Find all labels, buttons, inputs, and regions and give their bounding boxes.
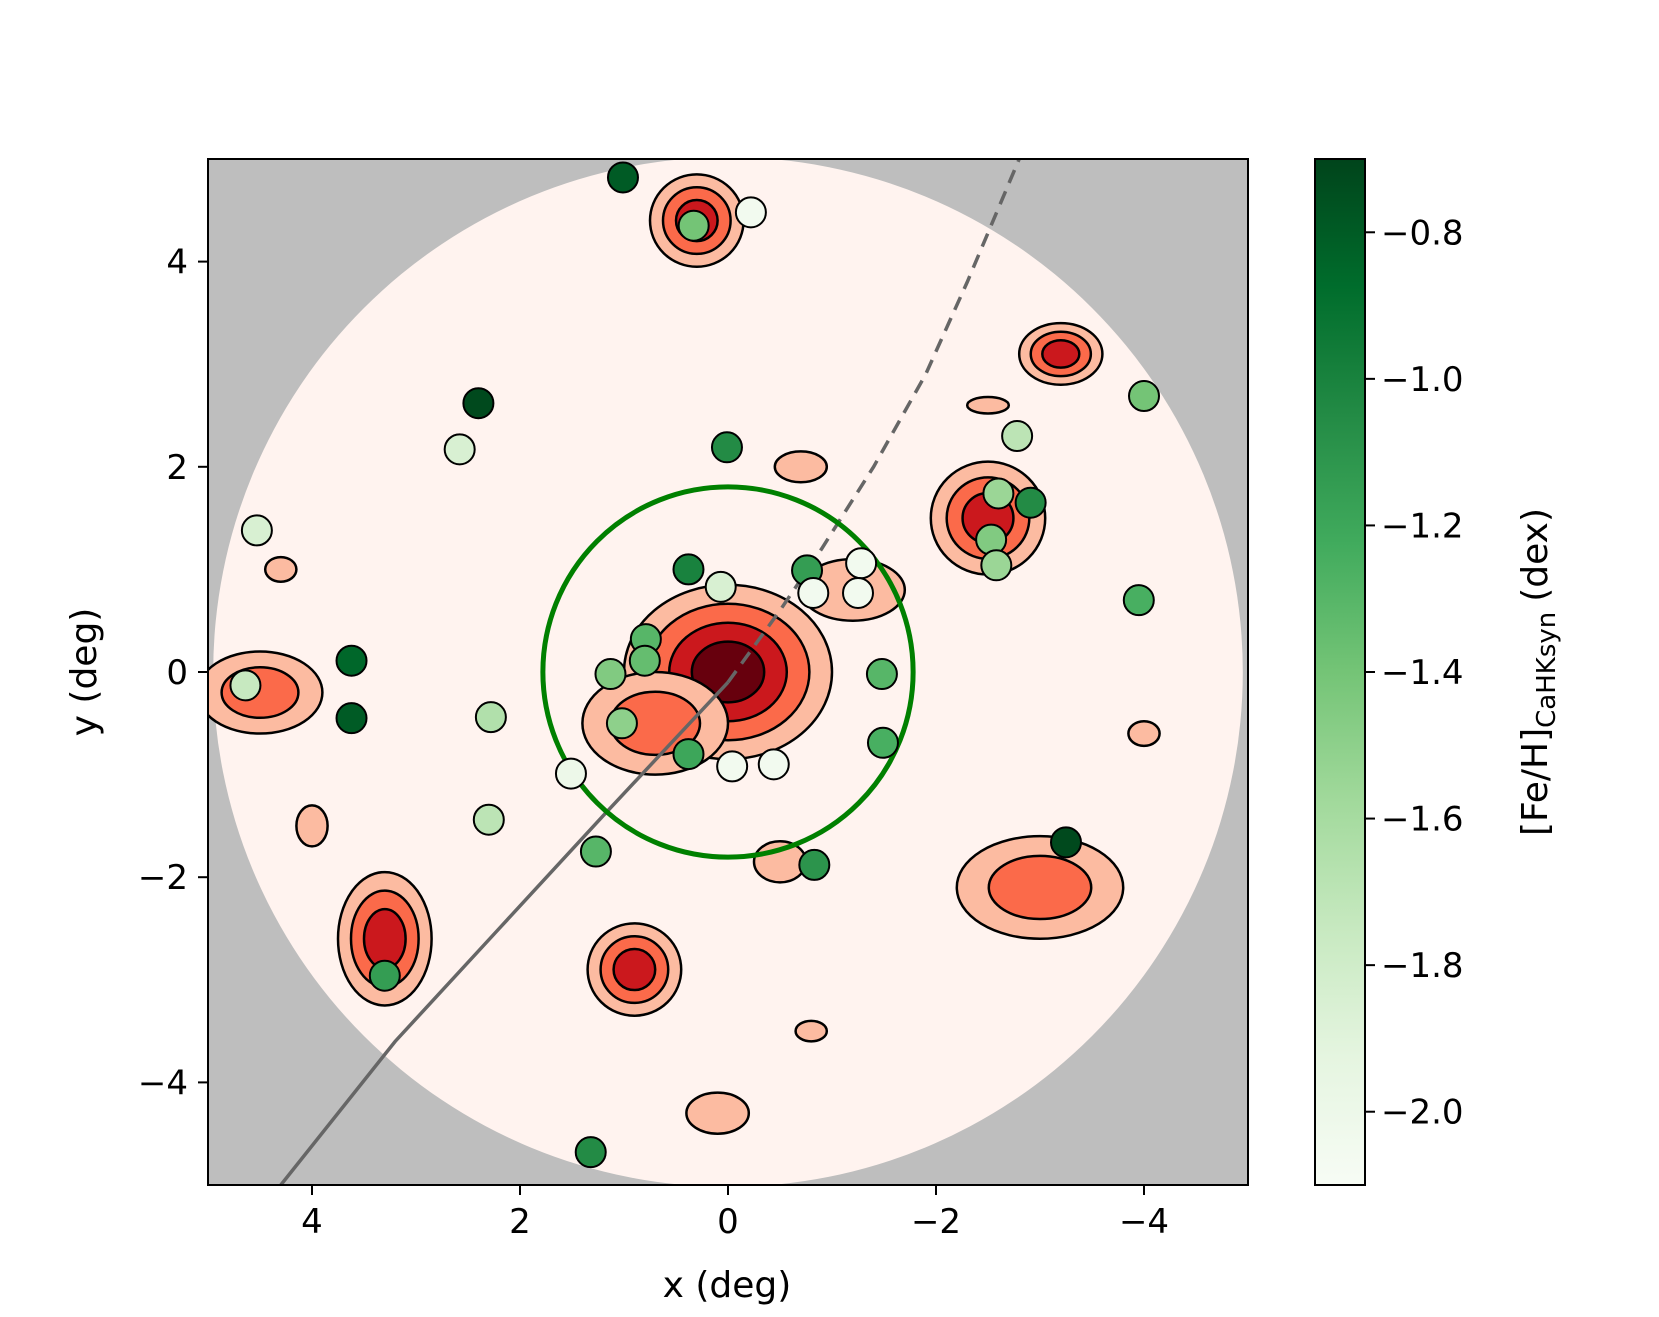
star-point bbox=[554, 757, 587, 790]
green-circle bbox=[540, 484, 916, 860]
colorbar-tick-label: −0.8 bbox=[1381, 213, 1464, 253]
density-contour bbox=[362, 907, 407, 970]
star-point bbox=[229, 669, 262, 702]
star-point bbox=[710, 431, 743, 464]
colorbar-ticks: −0.8 −1.0 −1.2 −1.4 −1.6 −1.8 −2.0 bbox=[1365, 213, 1464, 1133]
star-point bbox=[672, 738, 705, 771]
x-axis-ticks: 4 2 0 −2 −4 bbox=[301, 1185, 1169, 1242]
star-point bbox=[474, 701, 507, 734]
star-point bbox=[335, 702, 368, 735]
x-tick-label: 4 bbox=[301, 1202, 323, 1242]
star-point bbox=[579, 835, 612, 868]
star-point bbox=[677, 209, 710, 242]
density-contour bbox=[263, 555, 298, 583]
density-blob bbox=[263, 555, 298, 583]
star-point bbox=[865, 658, 898, 691]
x-tick-label: −4 bbox=[1119, 1202, 1169, 1242]
star-point bbox=[335, 644, 368, 677]
density-blob bbox=[295, 804, 329, 848]
star-point bbox=[672, 553, 705, 586]
star-point bbox=[606, 161, 639, 194]
star-point bbox=[628, 644, 661, 677]
y-tick-label: 0 bbox=[166, 653, 188, 693]
star-point bbox=[462, 387, 495, 420]
density-contour bbox=[794, 1019, 829, 1043]
y-axis-label: y (deg) bbox=[64, 608, 105, 737]
y-tick-label: −2 bbox=[138, 858, 188, 898]
density-contour bbox=[987, 854, 1093, 921]
density-contour bbox=[965, 395, 1011, 415]
x-tick-label: 2 bbox=[509, 1202, 531, 1242]
density-blob bbox=[685, 1091, 751, 1135]
star-point bbox=[1001, 420, 1034, 453]
star-point bbox=[704, 570, 737, 603]
colorbar-tick-label: −1.8 bbox=[1381, 946, 1464, 986]
star-point bbox=[1128, 380, 1160, 413]
star-point bbox=[798, 848, 831, 881]
density-blob bbox=[208, 650, 324, 735]
density-blob bbox=[955, 834, 1125, 941]
plot-area bbox=[207, 158, 1249, 1186]
star-point bbox=[866, 726, 899, 759]
colorbar-tick-label: −1.4 bbox=[1381, 653, 1464, 693]
star-point bbox=[734, 196, 767, 229]
density-contour bbox=[773, 450, 829, 484]
colorbar-label-main: [Fe/H] bbox=[1515, 728, 1556, 836]
star-point bbox=[845, 547, 878, 580]
colorbar: −0.8 −1.0 −1.2 −1.4 −1.6 −1.8 −2.0 [Fe/H]CaHKs… bbox=[1314, 158, 1562, 1186]
density-contour bbox=[295, 804, 329, 848]
colorbar-tick-label: −1.2 bbox=[1381, 506, 1464, 546]
track-dashed bbox=[726, 159, 1021, 684]
colorbar-tick-label: −1.0 bbox=[1381, 360, 1464, 400]
y-axis-ticks: 4 2 0 −2 −4 bbox=[138, 243, 208, 1103]
star-point bbox=[842, 576, 874, 609]
x-axis-label: x (deg) bbox=[663, 1265, 792, 1306]
colorbar-label-subscript: CaHKsyn bbox=[1532, 612, 1562, 728]
density-blob bbox=[1127, 719, 1161, 748]
star-point bbox=[797, 576, 830, 609]
track-solid bbox=[279, 681, 730, 1185]
density-blob bbox=[1017, 321, 1104, 386]
colorbar-label: [Fe/H]CaHKsyn (dex) bbox=[1515, 508, 1562, 836]
star-point bbox=[980, 549, 1013, 582]
star-point bbox=[757, 748, 790, 781]
density-blob bbox=[965, 395, 1011, 415]
star-point bbox=[1050, 826, 1082, 859]
star-point bbox=[975, 523, 1008, 556]
star-point bbox=[240, 514, 273, 547]
star-point bbox=[368, 959, 401, 992]
star-point bbox=[716, 750, 749, 783]
colorbar-gradient bbox=[1314, 158, 1366, 1186]
y-tick-label: 2 bbox=[166, 448, 188, 488]
star-point bbox=[1122, 584, 1155, 617]
density-contour bbox=[685, 1091, 751, 1135]
density-contour bbox=[1041, 339, 1081, 369]
y-tick-label: −4 bbox=[138, 1063, 188, 1103]
density-blob bbox=[773, 450, 829, 484]
colorbar-tick-label: −2.0 bbox=[1381, 1093, 1464, 1133]
density-blob bbox=[586, 922, 683, 1017]
density-contour bbox=[612, 947, 657, 992]
density-blob bbox=[794, 1019, 829, 1043]
star-point bbox=[443, 433, 476, 466]
x-tick-label: −2 bbox=[911, 1202, 961, 1242]
star-point bbox=[982, 477, 1015, 510]
x-tick-label: 0 bbox=[717, 1202, 739, 1242]
star-point bbox=[1014, 486, 1047, 519]
colorbar-tick-label: −1.6 bbox=[1381, 800, 1464, 840]
star-point bbox=[574, 1136, 607, 1169]
star-point bbox=[472, 803, 505, 836]
density-contour bbox=[1127, 719, 1161, 748]
y-tick-label: 4 bbox=[166, 243, 188, 283]
density-blob bbox=[929, 460, 1047, 576]
colorbar-label-unit: (dex) bbox=[1515, 508, 1556, 602]
star-point bbox=[594, 658, 627, 691]
star-point bbox=[605, 707, 638, 740]
density-blob bbox=[336, 870, 433, 1007]
